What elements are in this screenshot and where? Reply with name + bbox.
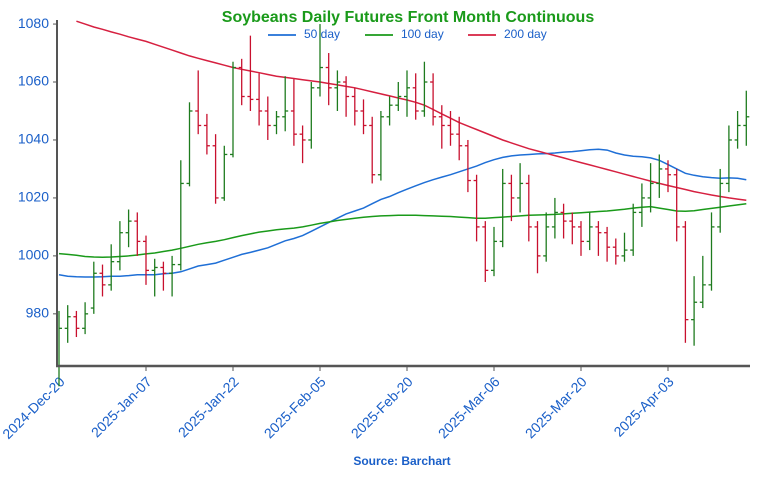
x-tick-label: 2025-Feb-05 <box>261 373 329 441</box>
x-tick-label: 2025-Jan-22 <box>175 373 242 440</box>
y-tick-label: 980 <box>26 305 50 321</box>
legend-label: 50 day <box>304 27 340 41</box>
y-tick-label: 1080 <box>18 15 49 31</box>
y-tick-label: 1000 <box>18 247 49 263</box>
chart-title: Soybeans Daily Futures Front Month Conti… <box>222 9 595 26</box>
ma-line <box>58 148 747 278</box>
x-tick-label: 2024-Dec-20 <box>0 373 68 442</box>
x-tick-label: 2025-Mar-06 <box>435 373 503 441</box>
ma-line <box>76 20 747 201</box>
source-note: Source: Barchart <box>353 454 450 468</box>
x-tick-label: 2025-Jan-07 <box>88 373 155 440</box>
x-tick-label: 2025-Mar-20 <box>522 373 590 441</box>
x-tick-label: 2025-Apr-03 <box>610 373 676 439</box>
ma-line <box>58 202 747 259</box>
y-tick-label: 1020 <box>18 189 49 205</box>
legend-label: 100 day <box>401 27 444 41</box>
y-tick-label: 1040 <box>18 131 49 147</box>
x-tick-label: 2025-Feb-20 <box>348 373 416 441</box>
y-tick-label: 1060 <box>18 73 49 89</box>
legend-label: 200 day <box>504 27 547 41</box>
